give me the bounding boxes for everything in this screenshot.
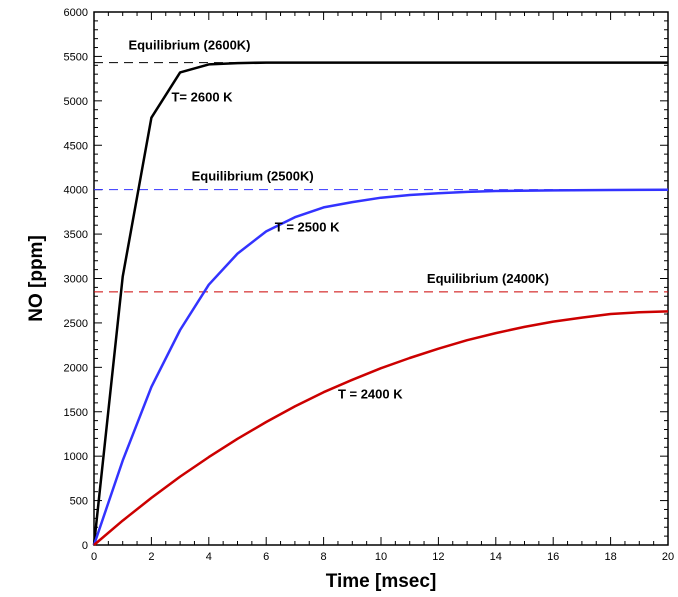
y-tick-label: 3000 (64, 274, 88, 286)
x-tick-label: 0 (91, 551, 97, 563)
axis-tick-labels: 0 2 4 6 8 10 12 14 16 18 20 0 500 1000 1500 2000 2500 300… (64, 7, 675, 563)
y-tick-label: 4000 (64, 185, 88, 197)
annotation-label: Equilibrium (2500K) (192, 168, 314, 183)
x-tick-label: 2 (148, 551, 154, 563)
series-line-2 (93, 310, 669, 546)
x-tick-label: 12 (432, 551, 444, 563)
chart-annotations: Equilibrium (2600K) T= 2600 K Equilibrium … (128, 37, 549, 401)
y-tick-label: 5500 (64, 51, 88, 63)
x-tick-label: 16 (547, 551, 559, 563)
series-line-1 (92, 188, 669, 546)
y-tick-label: 3500 (64, 229, 88, 241)
y-tick-label: 1500 (64, 407, 88, 419)
x-tick-label: 20 (662, 551, 674, 563)
x-tick-label: 10 (375, 551, 387, 563)
annotation-label: T = 2500 K (275, 219, 340, 234)
y-tick-label: 6000 (64, 7, 88, 19)
y-tick-label: 4500 (64, 140, 88, 152)
x-tick-label: 4 (206, 551, 212, 563)
x-axis-title: Time [msec] (326, 571, 437, 592)
annotation-label: T = 2400 K (338, 386, 403, 401)
annotation-label: Equilibrium (2600K) (128, 37, 250, 52)
axis-ticks (93, 11, 669, 546)
series-lines (92, 61, 669, 546)
y-tick-label: 2000 (64, 362, 88, 374)
y-tick-label: 0 (82, 540, 88, 552)
y-tick-label: 2500 (64, 318, 88, 330)
y-tick-label: 500 (70, 496, 88, 508)
x-tick-label: 14 (490, 551, 502, 563)
y-axis-title: NO [ppm] (26, 235, 47, 322)
y-tick-label: 5000 (64, 96, 88, 108)
annotation-label: Equilibrium (2400K) (427, 271, 549, 286)
series-line-0 (92, 61, 668, 546)
y-tick-label: 1000 (64, 451, 88, 463)
x-tick-label: 8 (321, 551, 327, 563)
x-tick-label: 18 (604, 551, 616, 563)
x-tick-label: 6 (263, 551, 269, 563)
annotation-label: T= 2600 K (171, 90, 233, 105)
